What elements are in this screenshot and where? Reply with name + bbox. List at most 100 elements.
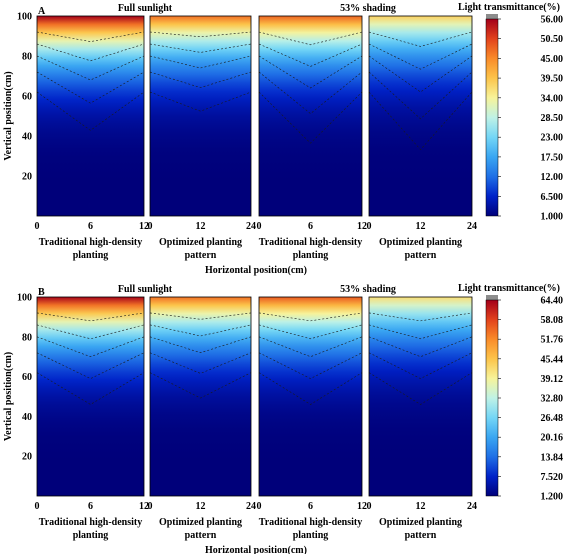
x-tick-label: 12	[416, 221, 426, 232]
contour-line	[258, 43, 363, 67]
x-tick-label: 12	[416, 501, 426, 512]
colorbar-tick-label: 28.50	[541, 113, 564, 124]
plot-frame	[149, 296, 252, 497]
panel-a: A Full sunlight 53% shading Vertical positi…	[3, 2, 563, 276]
heatmap-subplot: 0 6 12 Traditional high-density planting	[257, 296, 367, 541]
group-title: Full sunlight	[118, 284, 173, 295]
y-axis-label: Vertical position(cm)	[3, 352, 14, 441]
x-tick-label: 24	[246, 501, 256, 512]
heatmap-subplot: 0 12 24 Optimized planting pattern	[148, 15, 256, 261]
y-tick-label: 60	[22, 372, 32, 383]
colorbar-tick-label: 58.08	[541, 315, 564, 326]
y-tick-label: 100	[17, 12, 32, 23]
contour-line	[368, 91, 473, 151]
contour-line	[36, 336, 145, 358]
subplot-label: planting	[73, 250, 109, 261]
colorbar-bar	[485, 18, 499, 217]
subplot-label: planting	[73, 530, 109, 541]
heatmap-subplot: 0 6 12 Traditional high-density planting	[257, 15, 367, 261]
colorbar-tick-label: 39.50	[541, 74, 564, 85]
contour-line	[149, 91, 252, 112]
colorbar-title: Light transmittance(%)	[458, 2, 560, 13]
x-tick-label: 12	[196, 221, 206, 232]
contour-line	[258, 352, 363, 379]
colorbar-tick-label: 45.00	[541, 54, 564, 65]
y-tick-label: 80	[22, 52, 32, 63]
heatmap-field	[150, 16, 251, 216]
x-axis-label: Horizontal position(cm)	[205, 265, 307, 276]
y-tick-label: 100	[17, 293, 32, 304]
plot-frame	[258, 296, 363, 497]
contour-line	[149, 71, 252, 88]
subplot-label: planting	[293, 530, 329, 541]
y-tick-label: 40	[22, 412, 32, 423]
contour-line	[149, 336, 252, 354]
contour-line	[36, 352, 145, 379]
contour-line	[368, 31, 473, 47]
panel-letter: B	[38, 287, 45, 298]
colorbar-title: Light transmittance(%)	[458, 283, 560, 294]
contour-line	[368, 352, 473, 379]
heatmap-field	[369, 297, 472, 496]
colorbar-bar	[485, 299, 499, 497]
colorbar-tick-label: 12.00	[541, 172, 564, 183]
contour-line	[258, 324, 363, 340]
contour-line	[368, 336, 473, 358]
heatmap-subplot: 0 12 24 Optimized planting pattern	[148, 296, 256, 541]
plot-frame	[36, 15, 145, 217]
colorbar-tick-label: 17.50	[541, 152, 564, 163]
y-tick-label: 80	[22, 332, 32, 343]
colorbar-tick-label: 23.00	[541, 133, 564, 144]
x-tick-label: 24	[467, 221, 477, 232]
colorbar-tick-label: 20.16	[541, 433, 564, 444]
contour-line	[258, 55, 363, 89]
plot-frame	[149, 15, 252, 217]
contour-line	[368, 43, 473, 70]
colorbar-tick-label: 6.500	[541, 192, 564, 203]
x-tick-label: 6	[308, 221, 313, 232]
subplot-label: Traditional high-density	[39, 517, 142, 528]
subplot-label: Optimized planting	[379, 517, 462, 528]
contour-line	[36, 71, 145, 104]
subplot-label: pattern	[405, 250, 437, 261]
colorbar-cap	[486, 295, 498, 300]
heatmap-field	[37, 297, 144, 496]
x-tick-label: 12	[196, 501, 206, 512]
plot-frame	[36, 296, 145, 497]
x-tick-label: 0	[148, 501, 153, 512]
x-tick-label: 6	[88, 221, 93, 232]
x-tick-label: 12	[357, 221, 367, 232]
colorbar: Light transmittance(%) 64.40 58.08 51.76 45.…	[458, 283, 563, 503]
heatmap-field	[259, 16, 362, 216]
subplot-label: pattern	[405, 530, 437, 541]
subplot-label: Traditional high-density	[259, 517, 362, 528]
heatmap-field	[369, 16, 472, 216]
subplot-label: Optimized planting	[159, 237, 242, 248]
heatmap-field	[150, 297, 251, 496]
contour-line	[368, 324, 473, 340]
x-tick-label: 24	[246, 221, 256, 232]
heatmap-field	[37, 16, 144, 216]
subplot-label: pattern	[185, 250, 217, 261]
x-tick-label: 0	[35, 221, 40, 232]
contour-line	[258, 336, 363, 358]
plot-frame	[258, 15, 363, 217]
x-tick-label: 0	[257, 501, 262, 512]
colorbar-tick-label: 7.520	[541, 472, 564, 483]
heatmap-subplot: 0 12 24 Optimized planting pattern	[367, 296, 477, 541]
heatmap-subplot: 0 12 24 Optimized planting pattern	[367, 15, 477, 261]
contour-line	[149, 352, 252, 374]
contour-line	[36, 312, 145, 322]
x-tick-label: 0	[148, 221, 153, 232]
subplot-label: Optimized planting	[159, 517, 242, 528]
colorbar-tick-label: 13.84	[541, 452, 564, 463]
plot-frame	[368, 296, 473, 497]
colorbar: Light transmittance(%) 56.00 50.50 45.00 39.…	[458, 2, 563, 223]
y-tick-label: 60	[22, 92, 32, 103]
colorbar-tick-label: 51.76	[541, 335, 564, 346]
subplot-label: Traditional high-density	[259, 237, 362, 248]
x-tick-label: 6	[88, 501, 93, 512]
contour-line	[36, 55, 145, 81]
contour-line	[258, 372, 363, 405]
colorbar-tick-label: 45.44	[541, 354, 564, 365]
